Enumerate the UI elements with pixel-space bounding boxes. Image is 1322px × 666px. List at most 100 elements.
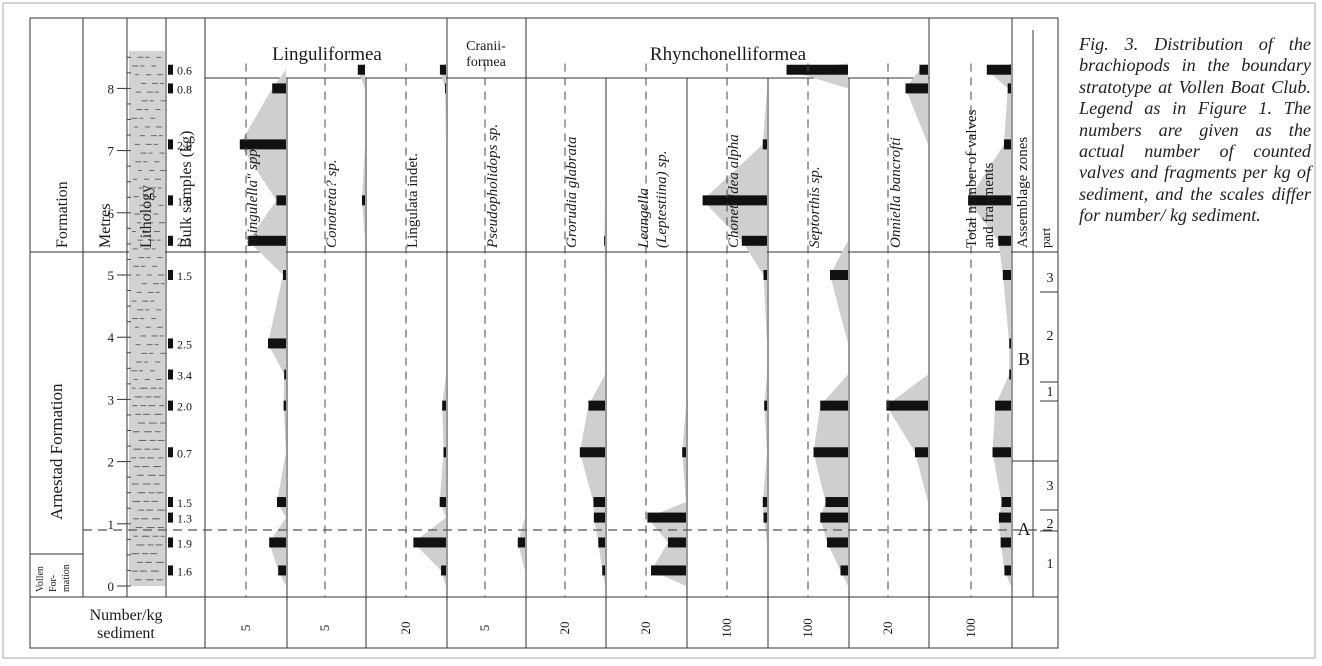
sample-marker [168,235,173,246]
series-bar [914,447,928,458]
series-bar [1000,537,1011,548]
table-grid [29,17,1059,649]
series-bar [413,537,446,548]
series-bar [764,400,767,411]
series-bar [762,497,767,508]
series-bar [820,512,848,523]
header-part: part [1038,227,1053,248]
series-label: (Leptestiina) sp. [654,151,670,249]
series-bar [269,537,286,548]
series-bar [239,139,286,150]
series-bar [604,235,605,246]
sample-marker [168,497,173,508]
series-bar [362,195,365,206]
series-envelope [647,63,686,586]
series-bar [602,565,605,576]
sample-marker [168,270,173,280]
series-bar [598,537,605,548]
sample-marker [168,83,173,94]
sample-marker [168,565,173,576]
series-envelope [786,63,848,586]
series-bar [886,400,928,411]
formation-vollen-2: For- [48,575,59,592]
formation-arnestad: Arnestad Formation [47,383,66,520]
metre-tick-label: 4 [108,330,115,345]
header-total-1: Total number of valves [964,109,980,248]
series-bar [593,497,605,508]
series-label: Choneteidea alpha [726,134,742,248]
sample-marker [168,338,173,349]
header-labels: Formation Metres Lithology Bulk samples (kg… [35,39,1053,592]
series-bar [283,270,286,280]
series-bar [905,83,928,94]
series-bar [825,497,848,508]
sample-kg: 3.4 [177,369,192,383]
metre-tick-label: 7 [108,144,115,159]
scale-label: 100 [963,618,978,638]
series-bar [998,235,1011,246]
series-bar [272,83,286,94]
sample-marker [168,139,173,150]
sample-marker [168,512,173,523]
sample-marker [168,400,173,411]
sample-kg: 2.5 [177,337,192,351]
scale-label: 5 [317,625,332,632]
series-bar [283,400,286,411]
series-bars [239,64,1011,576]
header-lithology: Lithology [138,185,155,248]
series-bar [741,235,767,246]
series-label: Septorthis sp. [807,166,823,248]
formation-vollen-1: Vollen [35,566,46,592]
header-formation: Formation [54,181,71,248]
series-bar [968,195,1011,206]
footer-label-1: Number/kg [90,607,163,624]
zone-part: 3 [1047,271,1054,286]
sample-kg: 0.6 [177,64,192,78]
zone-part: 3 [1047,479,1054,494]
series-bar [579,447,605,458]
sample-marker [168,369,173,380]
sample-kg: 2.0 [177,138,192,152]
metre-tick-label: 2 [108,455,115,470]
series-bar [276,195,286,206]
scale-label: 20 [880,622,895,635]
group-rhynchonelliformea: Rhynchonelliformea [650,44,807,65]
metre-tick-label: 8 [108,81,115,96]
group-craniiformea-1: Cranii- [466,39,506,54]
sample-kg: 0.7 [177,446,192,460]
metre-tick-label: 6 [108,206,115,221]
scale-label: 100 [800,618,815,638]
series-bar [439,64,446,75]
series-bar [441,565,446,576]
series-bar [827,537,848,548]
series-bar [830,270,848,280]
series-bar [682,447,686,458]
footer-label-2: sediment [97,625,155,642]
series-bar [1009,369,1011,380]
series-bar [357,64,365,75]
sample-marker [168,195,173,206]
series-bar [248,235,286,246]
series-bar [1002,270,1011,280]
series-bar [1004,565,1011,576]
header-zones: Assemblage zones [1015,137,1031,248]
sample-kg: 2.0 [177,400,192,414]
metre-ticks: 0 1 2 3 4 5 6 7 8 [108,81,127,594]
sample-kg: 1.6 [177,564,192,578]
sample-marker [168,537,173,548]
sample-kg: 1.3 [177,512,192,526]
series-bar [995,400,1011,411]
sample-kg: 2.1 [177,235,192,249]
sample-marker [168,447,173,458]
series-bar [1007,83,1011,94]
series-envelope [517,63,525,586]
series-bar [517,537,525,548]
series-label: Onniella bancrofti [888,137,904,248]
series-bar [813,447,848,458]
scale-label: 20 [398,622,413,635]
assemblage-zones: B A 3 2 1 3 2 1 [1012,271,1058,572]
scale-label: 20 [638,622,653,635]
lithology-column [127,51,167,587]
series-bar [986,64,1011,75]
